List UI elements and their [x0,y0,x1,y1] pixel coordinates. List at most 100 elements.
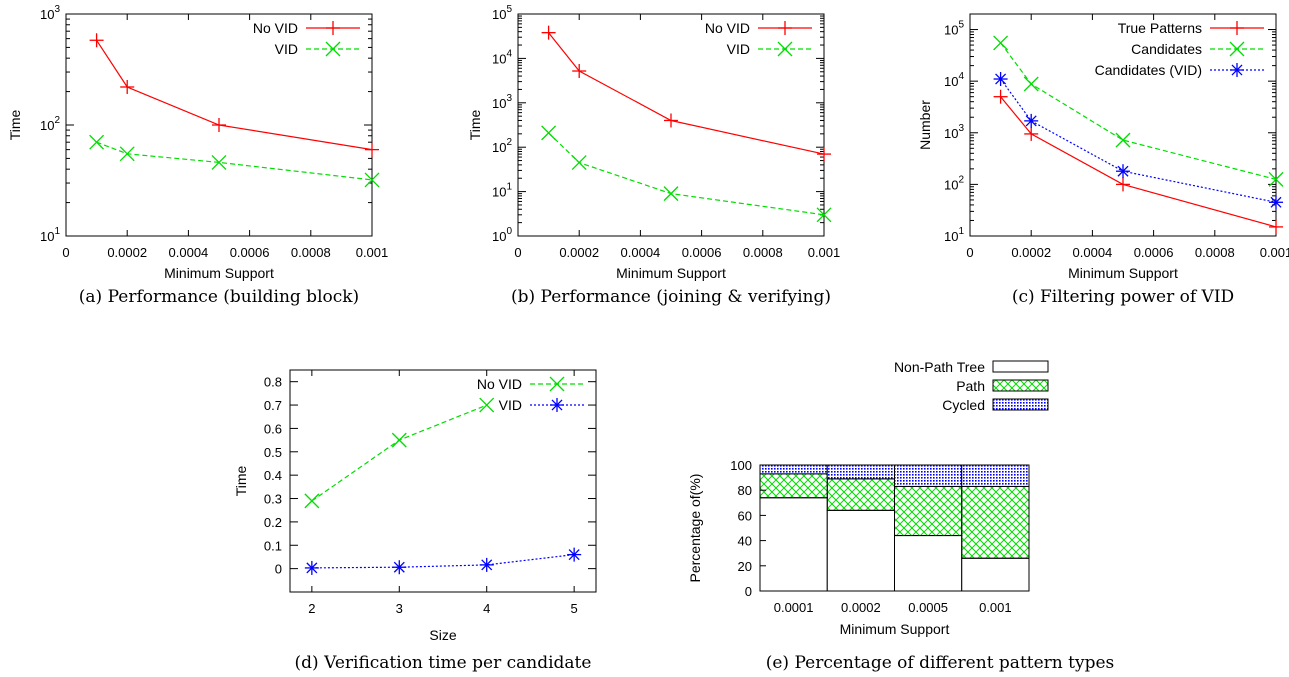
data-point [541,125,557,141]
y-tick-label: 101 [40,226,60,244]
data-point [89,33,104,48]
x-tick-label: 0.0004 [621,245,661,260]
x-tick-label: 3 [396,601,403,616]
data-point [541,25,556,40]
legend-swatch [992,398,1049,411]
bar-segment [826,478,895,511]
x-tick-label: 0 [62,245,69,260]
x-tick-label: 0.0004 [169,245,209,260]
y-tick-label: 0.5 [264,445,282,460]
y-tick-label: 20 [738,559,752,574]
x-tick-label: 0.0008 [1195,245,1235,260]
data-point [572,64,587,79]
y-tick-label: 103 [40,4,60,22]
x-tick-label: 0.0002 [559,245,599,260]
y-tick-label: 102 [492,137,512,155]
x-tick-label: 0.0008 [291,245,331,260]
x-axis-label: Minimum Support [164,265,274,281]
legend-label: Cycled [942,397,985,413]
y-tick-label: 100 [730,458,752,473]
y-tick-label: 60 [738,508,752,523]
x-axis-label: Minimum Support [1068,265,1178,281]
bar-segment [759,473,828,499]
x-tick-label: 0 [514,245,521,260]
x-tick-label: 0.001 [979,600,1012,615]
bar-segment [961,485,1030,559]
series-line-1 [311,554,575,569]
data-point [120,79,135,94]
x-tick-label: 0.001 [356,245,389,260]
legend-marker [326,21,340,35]
x-axis-label: Minimum Support [616,265,726,281]
x-tick-label: 0.0006 [230,245,270,260]
y-tick-label: 0.3 [264,492,282,507]
data-point [304,493,320,509]
x-axis-label: Size [429,627,456,643]
y-tick-label: 80 [738,483,752,498]
data-point [1024,113,1039,128]
plot-frame [969,13,1277,237]
y-tick-label: 40 [738,534,752,549]
y-axis-label: Percentage of(%) [687,474,703,583]
x-tick-label: 0 [966,245,973,260]
data-point [119,146,135,162]
x-tick-label: 0.0002 [107,245,147,260]
x-tick-label: 0.0002 [1011,245,1051,260]
chart-d: 2 3 4 5 0 0.1 0.2 0.3 0.4 0.5 0.6 0.7 0.8 Size Time (d)… [233,369,597,673]
x-tick-label: 0.0001 [774,600,814,615]
y-axis-label: Time [467,109,483,140]
data-point [663,186,679,202]
legend-marker [549,376,565,392]
x-tick-label: 0.0002 [841,600,881,615]
legend-swatch [992,360,1049,373]
legend-marker [1230,63,1244,77]
plot-frame [517,13,825,237]
data-point [993,35,1009,51]
data-point [479,557,494,572]
bar-segment [894,535,963,592]
legend-label: Non-Path Tree [894,359,985,375]
data-point [1269,219,1283,234]
y-tick-label: 0 [745,584,752,599]
chart-e: 0.0001 0.0002 0.0005 0.001 0 20 40 60 80 100 Minim… [687,359,1114,673]
x-tick-label: 0.0006 [682,245,722,260]
y-tick-label: 104 [492,48,512,66]
y-tick-label: 105 [492,4,512,22]
x-axis-label: Minimum Support [840,621,950,637]
y-axis-label: Time [233,465,249,496]
bar-segment [826,464,895,480]
data-point [816,207,832,223]
x-tick-label: 2 [308,601,315,616]
legend-marker [1229,41,1245,57]
figure-caption: (c) Filtering power of VID [1012,287,1234,307]
y-tick-label: 0.7 [264,398,282,413]
series-line-1 [1000,42,1277,180]
y-tick-label: 103 [492,93,512,111]
x-tick-label: 0.0008 [743,245,783,260]
legend-marker [778,21,792,35]
series-line-0 [96,39,373,151]
y-tick-label: 105 [944,20,964,38]
legend-marker [550,398,564,412]
data-point [1023,76,1039,92]
data-point [364,172,380,188]
data-point [392,560,407,575]
y-tick-label: 0.1 [264,538,282,553]
data-point [1116,177,1130,192]
chart-c: 0 0.0002 0.0004 0.0006 0.0008 0.001 101 102 103 1… [917,13,1289,307]
y-tick-label: 101 [492,182,512,200]
data-point [391,432,407,448]
legend-label: VID [499,397,522,413]
data-point [89,134,105,150]
data-point [365,142,379,157]
legend-label: True Patterns [1118,20,1202,36]
series-line-0 [548,32,825,155]
figure-caption: (d) Verification time per candidate [295,653,592,673]
legend-label: No VID [253,20,298,36]
bar-segment [894,464,963,487]
legend-label: VID [727,41,750,57]
data-point [1115,132,1131,148]
figure-caption: (e) Percentage of different pattern type… [766,653,1115,673]
series-line-0 [1000,96,1277,228]
y-tick-label: 0 [275,562,282,577]
